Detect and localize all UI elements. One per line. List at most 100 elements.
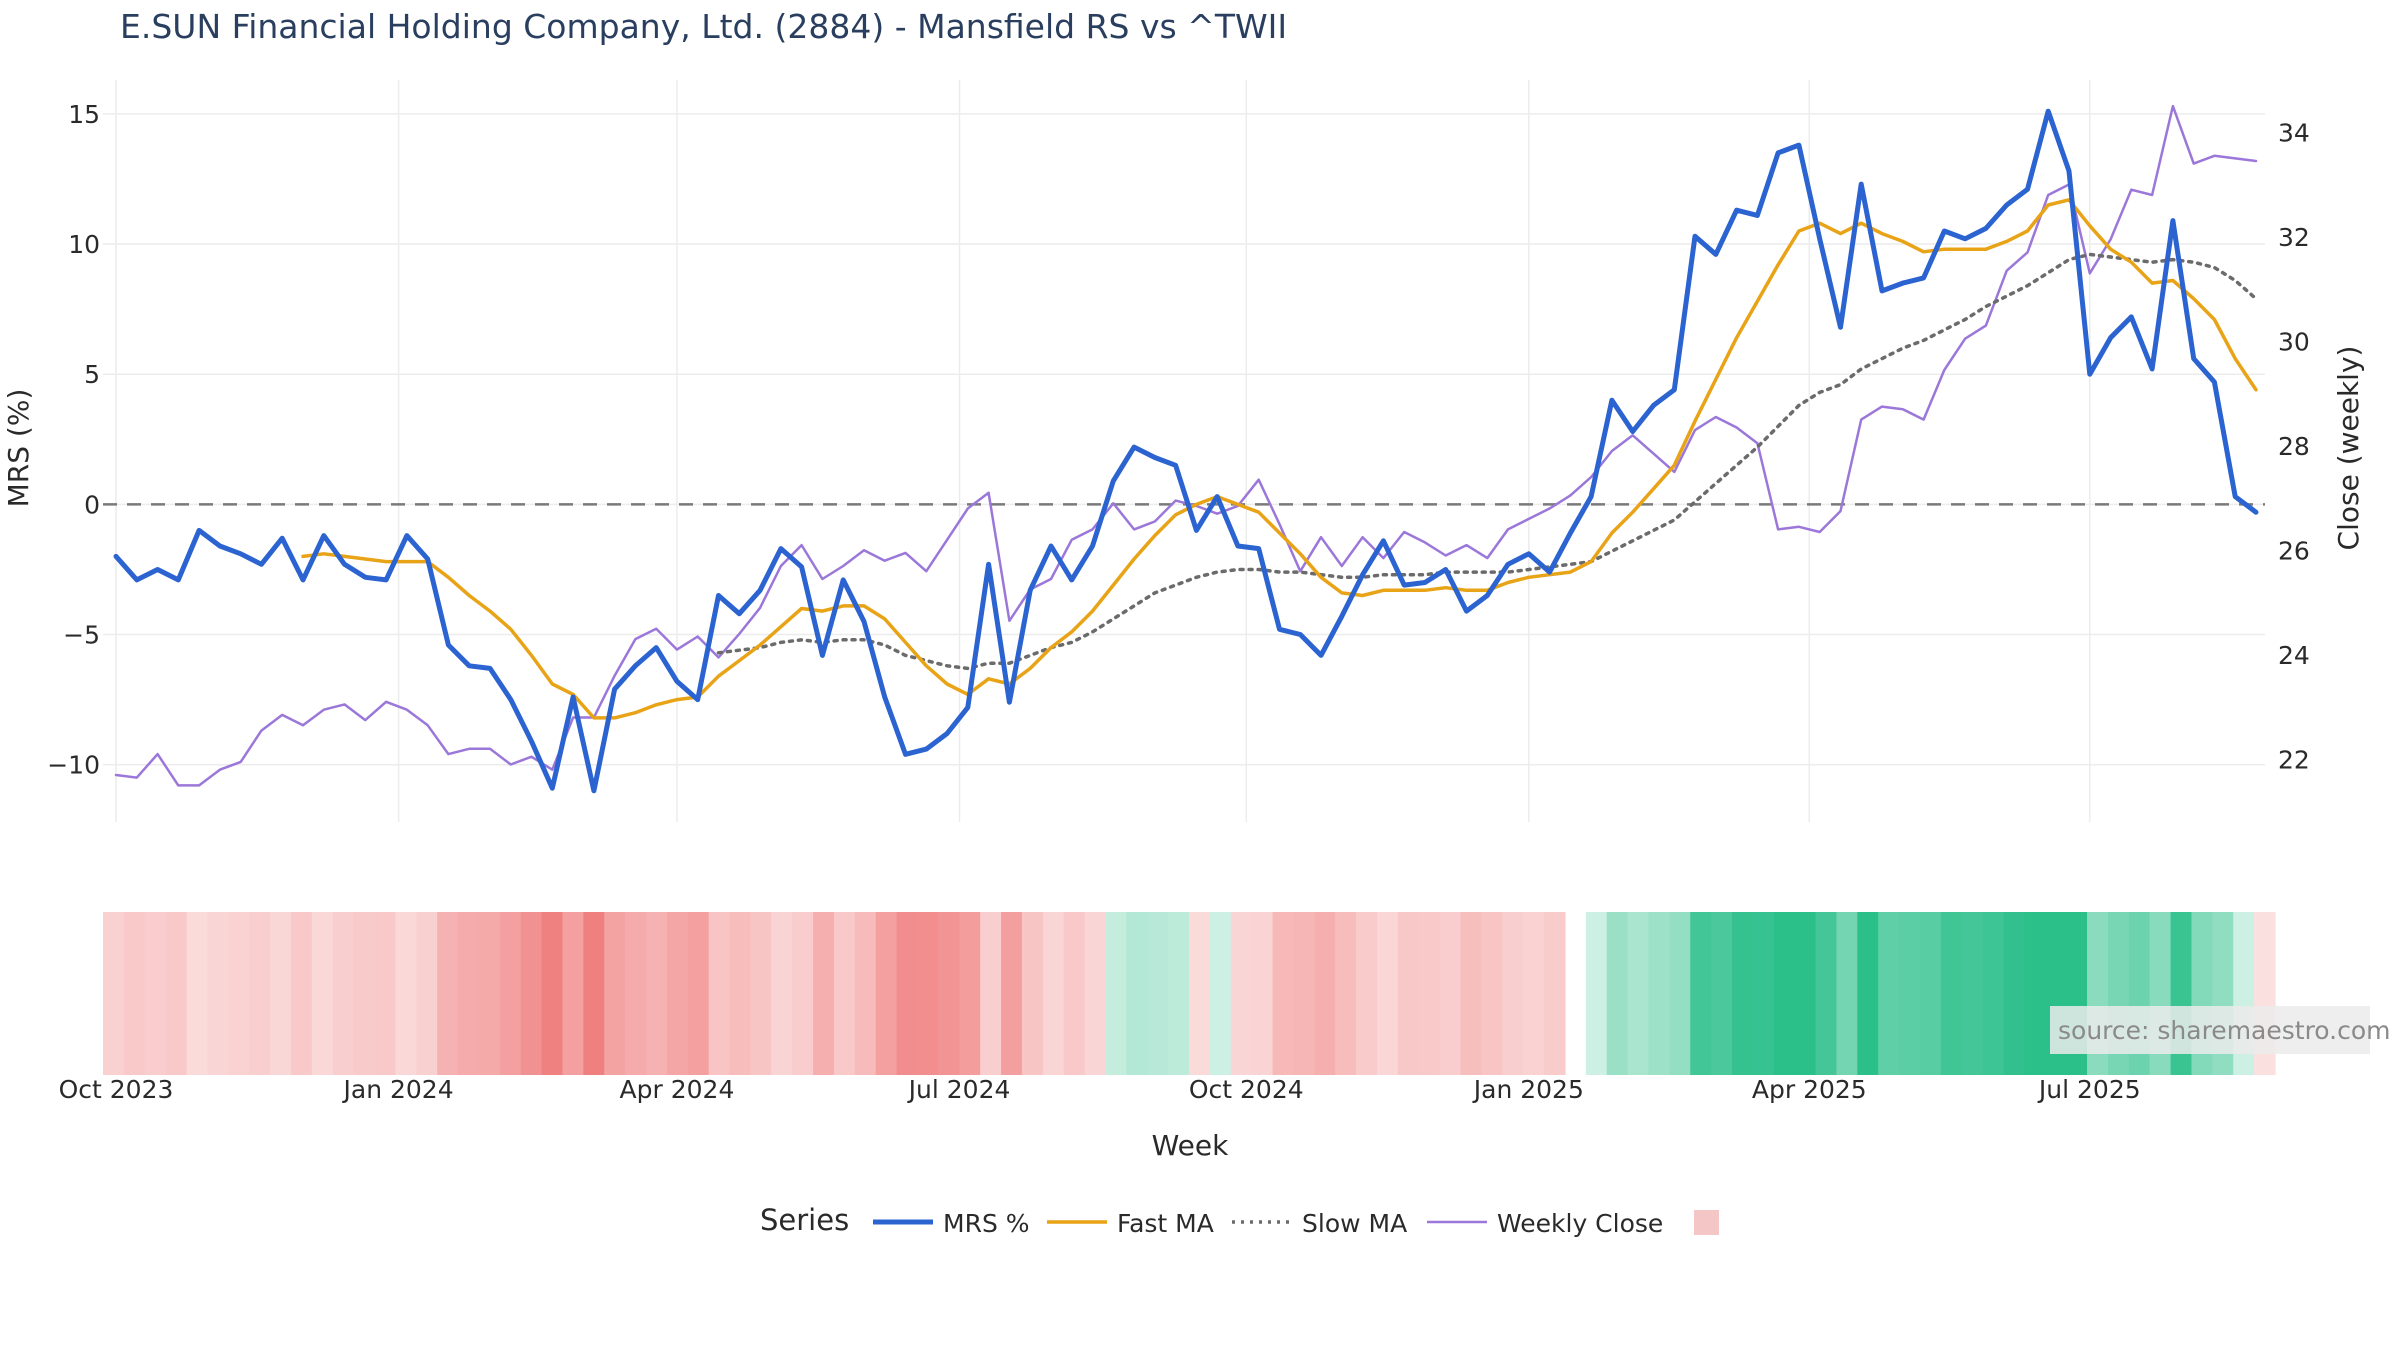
heatmap-cell	[1460, 912, 1482, 1075]
heatmap-cell	[1168, 912, 1190, 1075]
x-tick-label: Jan 2024	[342, 1075, 454, 1104]
heatmap-cell	[771, 912, 793, 1075]
heatmap-cell	[458, 912, 480, 1075]
heatmap-cell	[625, 912, 647, 1075]
heatmap-cell	[1982, 912, 2005, 1075]
legend-item-slow-ma[interactable]: Slow MA	[1232, 1209, 1407, 1238]
heatmap-cell	[1251, 912, 1274, 1075]
heatmap-cell	[123, 912, 146, 1075]
heatmap-cell	[1001, 912, 1023, 1075]
y-left-tick-label: −5	[63, 621, 100, 650]
heatmap-cell	[875, 912, 898, 1075]
heatmap-cell	[270, 912, 292, 1075]
heatmap-cell	[1105, 912, 1127, 1075]
x-tick-label: Apr 2024	[620, 1075, 735, 1104]
heatmap-cell	[499, 912, 522, 1075]
heatmap-cell	[1397, 912, 1420, 1075]
heatmap-cell	[562, 912, 584, 1075]
heatmap-cell	[1356, 912, 1378, 1075]
legend-label-slow-ma: Slow MA	[1302, 1209, 1407, 1238]
heatmap-cell	[1502, 912, 1524, 1075]
heatmap-cell	[1376, 912, 1399, 1075]
heatmap-cell	[708, 912, 731, 1075]
heatmap-cell	[1711, 912, 1733, 1075]
heatmap-cell	[2024, 912, 2046, 1075]
heatmap-cell	[1042, 912, 1065, 1075]
heatmap-cell	[1523, 912, 1545, 1075]
heatmap-cell	[980, 912, 1002, 1075]
heatmap-cell	[1418, 912, 1441, 1075]
y-axis-right-title: Close (weekly)	[2332, 346, 2365, 551]
heatmap-cell	[1189, 912, 1211, 1075]
heatmap-cell	[1690, 912, 1712, 1075]
legend-item-fast-ma[interactable]: Fast MA	[1047, 1209, 1214, 1238]
heatmap-cell	[896, 912, 919, 1075]
y-right-tick-label: 28	[2278, 432, 2310, 461]
heatmap-cell	[1084, 912, 1107, 1075]
chart-title: E.SUN Financial Holding Company, Ltd. (2…	[120, 7, 1287, 46]
heatmap-cell	[1836, 912, 1858, 1075]
source-note-text: source: sharemaestro.com	[2058, 1016, 2391, 1045]
heatmap-cell	[290, 912, 313, 1075]
heatmap-cell	[332, 912, 355, 1075]
heatmap-cell	[1899, 912, 1921, 1075]
heatmap-cell	[1063, 912, 1086, 1075]
heatmap-cell	[583, 912, 605, 1075]
y-right-tick-label: 24	[2278, 641, 2310, 670]
legend-swatch-heatmap[interactable]	[1694, 1210, 1719, 1235]
heatmap-cell	[103, 912, 125, 1075]
heatmap-cell	[1815, 912, 1838, 1075]
legend-item-weekly-close[interactable]: Weekly Close	[1427, 1209, 1663, 1238]
legend: Series MRS % Fast MA Slow MA Weekly Clos…	[760, 1203, 1719, 1238]
legend-item-mrs[interactable]: MRS %	[873, 1209, 1030, 1238]
y-right-tick-label: 30	[2278, 327, 2310, 356]
heatmap-cell	[207, 912, 229, 1075]
heatmap-cell	[1230, 912, 1253, 1075]
heatmap-cell	[478, 912, 501, 1075]
heatmap-cell	[520, 912, 543, 1075]
heatmap-cell	[1021, 912, 1044, 1075]
heatmap-cell	[1669, 912, 1691, 1075]
heatmap-cell	[1439, 912, 1462, 1075]
heatmap-cell	[1752, 912, 1775, 1075]
legend-label-weekly-close: Weekly Close	[1497, 1209, 1663, 1238]
heatmap-cell	[833, 912, 856, 1075]
series-line-mrs	[113, 108, 2259, 794]
heatmap-cell	[1585, 912, 1608, 1075]
heatmap-cell	[1732, 912, 1754, 1075]
heatmap-cell	[541, 912, 564, 1075]
heatmap-cell	[165, 912, 188, 1075]
heatmap-cell	[1961, 912, 1984, 1075]
y-right-tick-label: 32	[2278, 223, 2310, 252]
heatmap-cell	[1272, 912, 1295, 1075]
y-left-tick-label: 0	[84, 490, 100, 519]
heatmap-cell	[1481, 912, 1503, 1075]
source-note-background	[2050, 1006, 2370, 1054]
heatmap-cell	[1293, 912, 1315, 1075]
y-left-tick-label: 5	[84, 360, 100, 389]
heatmap-cell	[1544, 912, 1566, 1075]
x-tick-label: Oct 2024	[1189, 1075, 1304, 1104]
heatmap-cell	[792, 912, 814, 1075]
grid-layer	[103, 80, 2265, 822]
heatmap-cell	[1209, 912, 1232, 1075]
heatmap-cell	[1606, 912, 1629, 1075]
y-right-tick-label: 34	[2278, 118, 2310, 147]
heatmap-cell	[144, 912, 167, 1075]
heatmap-cell	[813, 912, 835, 1075]
heatmap-cell	[666, 912, 689, 1075]
legend-label-fast-ma: Fast MA	[1117, 1209, 1214, 1238]
x-tick-label: Jan 2025	[1472, 1075, 1584, 1104]
heatmap-cell	[854, 912, 877, 1075]
x-tick-label: Jul 2025	[2037, 1075, 2141, 1104]
heatmap-cell	[437, 912, 459, 1075]
heatmap-cell	[186, 912, 209, 1075]
heatmap-cell	[1335, 912, 1357, 1075]
heatmap-cell	[416, 912, 438, 1075]
heatmap-cell	[374, 912, 396, 1075]
heatmap-cell	[646, 912, 668, 1075]
x-tick-label: Apr 2025	[1752, 1075, 1867, 1104]
heatmap-cell	[228, 912, 250, 1075]
